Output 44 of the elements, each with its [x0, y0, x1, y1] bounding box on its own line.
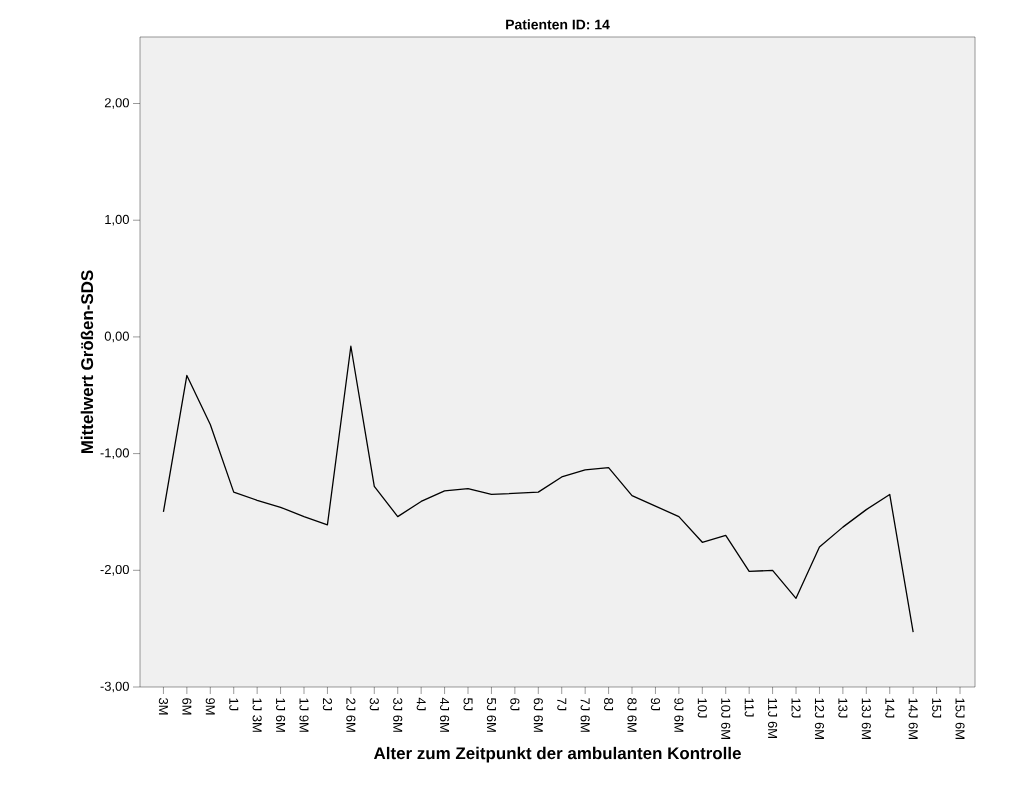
- x-tick-label: 13J 6M: [861, 698, 871, 739]
- x-tick-label: 12J: [791, 698, 801, 718]
- y-tick-label: 2,00: [104, 98, 129, 109]
- y-axis-title: Mittelwert Größen-SDS: [80, 270, 94, 454]
- x-tick-label: 10J 6M: [721, 698, 731, 739]
- x-tick-label: 12J 6M: [814, 698, 825, 739]
- x-tick-label: 6J: [510, 698, 520, 711]
- x-tick-label: 9J 6M: [674, 698, 684, 732]
- x-tick-label: 2J: [322, 698, 333, 711]
- x-tick-label: 5J 6M: [486, 698, 497, 732]
- x-tick-label: 7J: [557, 698, 567, 711]
- x-tick-label: 3J: [369, 698, 379, 711]
- x-tick-label: 1J 3M: [252, 698, 262, 732]
- x-tick-label: 9M: [205, 698, 215, 715]
- y-tick-label: -2,00: [100, 564, 129, 576]
- y-tick-label: -3,00: [100, 681, 129, 693]
- x-tick-label: 3M: [158, 698, 169, 715]
- x-tick-label: 1J 9M: [299, 698, 309, 732]
- x-tick-label: 9J: [650, 698, 661, 711]
- x-tick-label: 4J: [416, 697, 426, 711]
- x-tick-label: 15J: [932, 698, 942, 718]
- x-tick-label: 7J 6M: [580, 698, 590, 732]
- x-tick-label: 6M: [182, 698, 192, 715]
- x-tick-label: 6J 6M: [533, 698, 543, 732]
- x-tick-label: 14J: [885, 698, 895, 718]
- x-tick-label: 15J 6M: [955, 698, 965, 739]
- x-tick-label: 4J 6M: [440, 697, 450, 732]
- x-tick-label: 14J 6M: [908, 698, 918, 739]
- x-tick-label: 1J 6M: [275, 698, 286, 732]
- y-tick-label: -1,00: [100, 448, 129, 459]
- y-tick-label: 0,00: [104, 331, 129, 343]
- x-tick-label: 13J: [838, 698, 848, 718]
- x-tick-label: 8J: [604, 698, 614, 711]
- x-axis-title: Alter zum Zeitpunkt der ambulanten Kontrolle: [373, 746, 741, 763]
- x-tick-label: 10J: [697, 698, 707, 718]
- chart-title: Patienten ID: 14: [506, 19, 610, 30]
- x-tick-label: 11J 6M: [768, 698, 778, 738]
- y-tick-label: 1,00: [105, 214, 129, 226]
- x-tick-label: 3J 6M: [393, 698, 403, 732]
- x-tick-label: 11J: [744, 698, 754, 717]
- x-tick-label: 5J: [463, 698, 473, 711]
- x-tick-label: 8J 6M: [627, 698, 637, 732]
- x-tick-label: 2J 6M: [346, 698, 356, 732]
- x-tick-label: 1J: [229, 698, 239, 711]
